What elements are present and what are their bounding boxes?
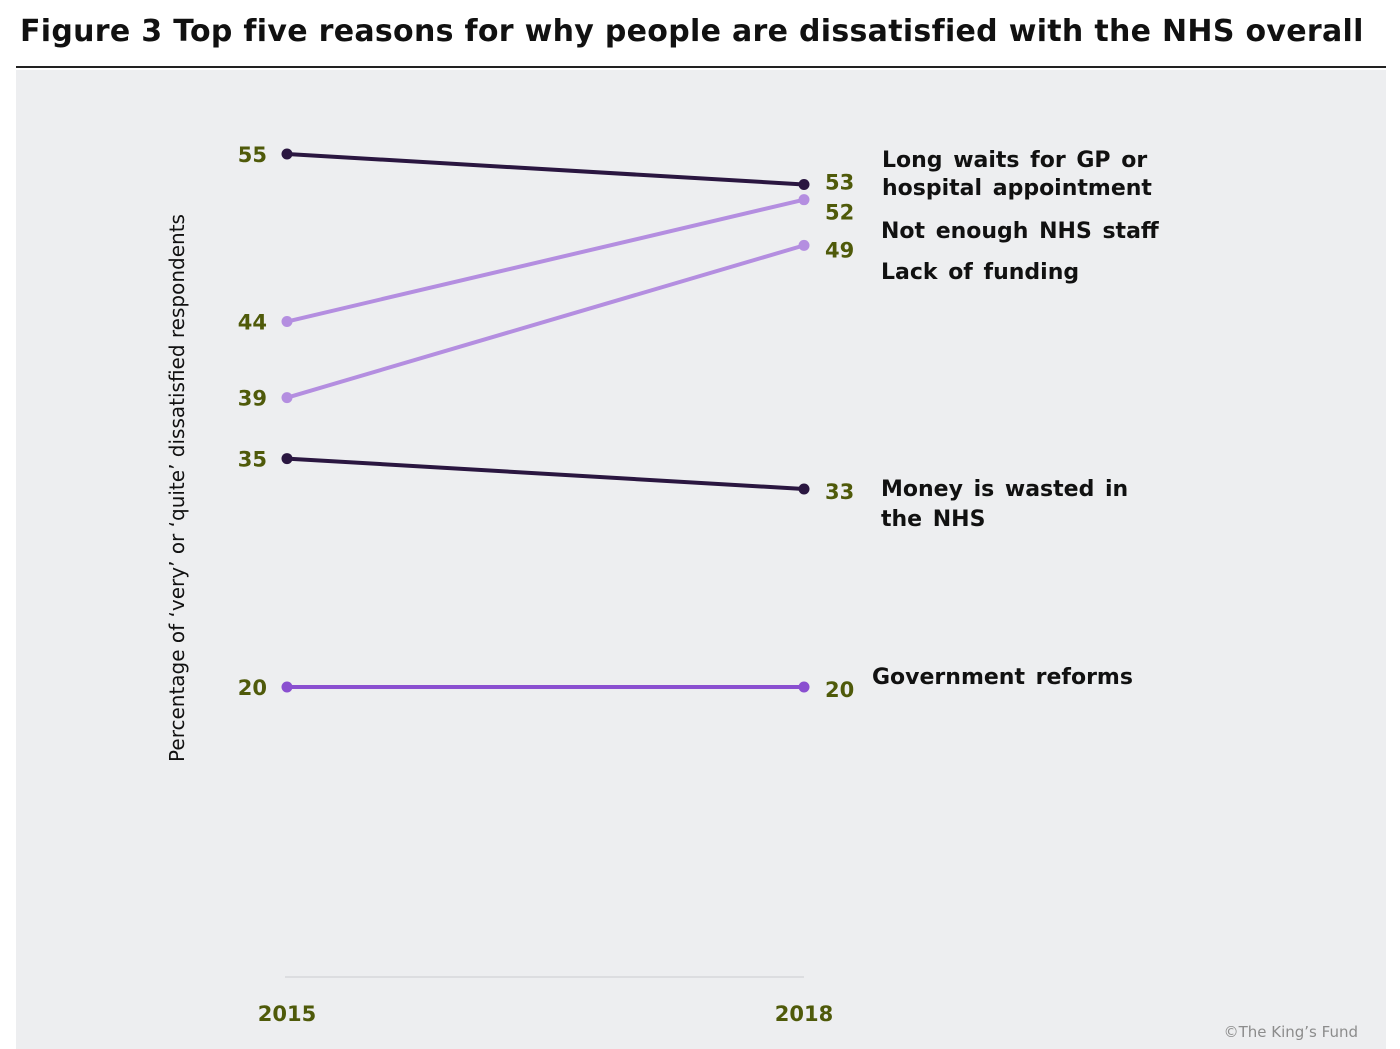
x-tick-label: 2018 xyxy=(775,1002,833,1026)
x-tick-label: 2015 xyxy=(258,1002,316,1026)
series-line xyxy=(285,456,806,492)
value-label-2015: 20 xyxy=(238,676,267,700)
chart-title: Figure 3 Top five reasons for why people… xyxy=(20,14,1364,49)
value-label-2018: 33 xyxy=(825,480,854,504)
slope-chart: 2015 2018 Percentage of ‘very’ or ‘quite’ … xyxy=(165,143,1160,1026)
series-line xyxy=(285,197,806,324)
series-label: hospital appointment xyxy=(882,176,1152,201)
series-label: Long waits for GP or xyxy=(882,148,1147,173)
data-point-2018 xyxy=(798,681,810,693)
series-line xyxy=(285,152,806,187)
value-label-2018: 53 xyxy=(825,170,854,194)
chart-panel: 2015 2018 Percentage of ‘very’ or ‘quite’ … xyxy=(16,70,1386,1049)
value-label-2015: 39 xyxy=(238,387,267,411)
data-point-2018 xyxy=(798,239,810,251)
series-label: Money is wasted in xyxy=(881,477,1128,502)
series-label: Government reforms xyxy=(872,665,1133,690)
data-point-2015 xyxy=(281,392,293,404)
data-point-2018 xyxy=(798,178,810,190)
value-label-2018: 49 xyxy=(825,238,854,262)
data-point-2015 xyxy=(281,453,293,465)
value-label-2018: 20 xyxy=(825,678,854,702)
title-rule xyxy=(16,66,1386,68)
value-label-2018: 52 xyxy=(825,201,854,225)
data-point-2018 xyxy=(798,483,810,495)
series-line xyxy=(285,243,806,400)
series-label: Not enough NHS staff xyxy=(881,219,1160,244)
data-point-2015 xyxy=(281,148,293,160)
data-point-2018 xyxy=(798,194,810,206)
copyright: ©The King’s Fund xyxy=(1223,1023,1358,1041)
value-label-2015: 44 xyxy=(238,311,267,335)
data-point-2015 xyxy=(281,681,293,693)
value-label-2015: 55 xyxy=(238,143,267,167)
y-axis-label: Percentage of ‘very’ or ‘quite’ dissatis… xyxy=(165,214,189,762)
series-label: Lack of funding xyxy=(881,260,1079,285)
value-label-2015: 35 xyxy=(238,448,267,472)
data-point-2015 xyxy=(281,316,293,328)
series-label: the NHS xyxy=(881,507,985,532)
